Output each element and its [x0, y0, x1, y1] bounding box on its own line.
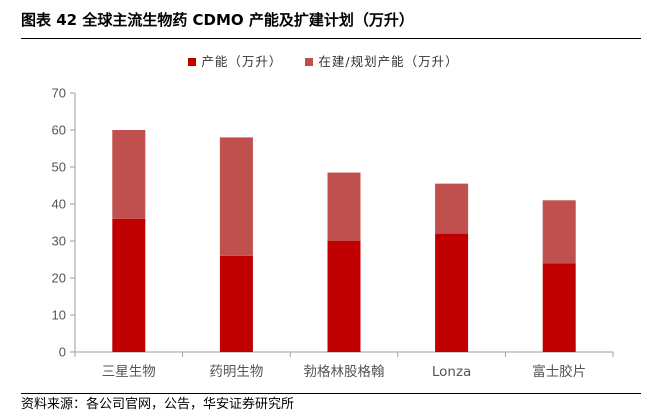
legend-swatch-expansion [305, 58, 314, 66]
legend-item-expansion: 在建/规划产能（万升） [305, 54, 458, 70]
y-tick-label: 10 [52, 308, 66, 323]
legend-label-capacity: 产能（万升） [201, 54, 283, 69]
x-tick-label: 三星生物 [102, 364, 156, 380]
bar-expansion [542, 200, 576, 264]
bar-capacity [327, 241, 361, 352]
y-tick-label: 20 [52, 271, 66, 286]
bar-expansion [219, 137, 253, 256]
x-tick-label: 富士胶片 [532, 363, 586, 380]
y-tick-label: 60 [52, 123, 66, 138]
bar-capacity [542, 263, 576, 352]
legend-swatch-capacity [188, 58, 197, 66]
bar-expansion [327, 172, 361, 241]
bar-expansion [112, 130, 146, 219]
x-tick-label: 药明生物 [209, 364, 263, 380]
chart-legend: 产能（万升） 在建/规划产能（万升） [0, 54, 647, 70]
x-tick-label: Lonza [432, 364, 471, 380]
source-note: 资料来源：各公司官网，公告，华安证券研究所 [21, 397, 295, 412]
chart-title: 图表 42 全球主流生物药 CDMO 产能及扩建计划（万升） [21, 11, 414, 29]
y-tick-label: 70 [52, 86, 66, 101]
source-divider [21, 393, 641, 394]
y-tick-label: 30 [52, 234, 66, 249]
bar-capacity [112, 218, 146, 352]
bar-capacity [435, 233, 469, 352]
legend-label-expansion: 在建/规划产能（万升） [318, 54, 459, 69]
y-tick-label: 40 [52, 197, 66, 212]
bar-capacity [219, 255, 253, 352]
legend-item-capacity: 产能（万升） [188, 54, 282, 70]
x-tick-label: 勃格林股格翰 [304, 364, 385, 380]
y-tick-label: 0 [59, 345, 66, 360]
title-divider [21, 38, 641, 39]
y-tick-label: 50 [52, 160, 66, 175]
bar-expansion [435, 183, 469, 234]
